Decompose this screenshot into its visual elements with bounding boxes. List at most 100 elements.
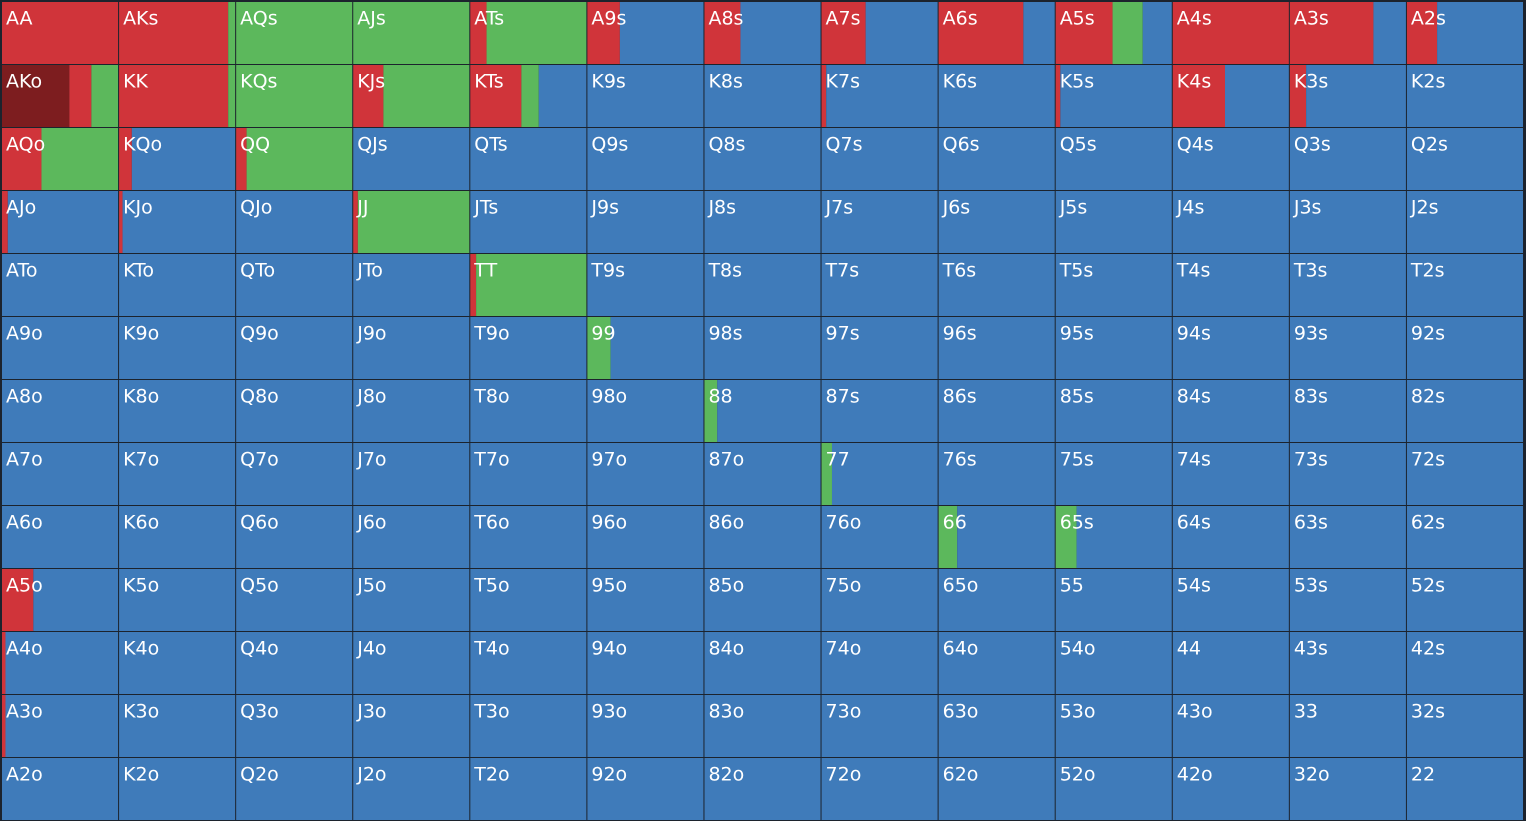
hand-cell[interactable]: QTs — [470, 128, 587, 190]
hand-cell[interactable]: A7s — [821, 2, 938, 64]
hand-cell[interactable]: T7s — [821, 254, 938, 316]
hand-cell[interactable]: 76o — [821, 506, 938, 568]
hand-cell[interactable]: K5o — [119, 569, 236, 631]
hand-cell[interactable]: 82s — [1406, 380, 1523, 442]
hand-cell[interactable]: K6s — [938, 65, 1055, 127]
hand-cell[interactable]: Q6s — [938, 128, 1055, 190]
hand-cell[interactable]: 98o — [587, 380, 704, 442]
hand-cell[interactable]: Q4s — [1172, 128, 1289, 190]
hand-cell[interactable]: 88 — [704, 380, 821, 442]
hand-cell[interactable]: 95o — [587, 569, 704, 631]
hand-cell[interactable]: 53s — [1289, 569, 1406, 631]
hand-cell[interactable]: 93o — [587, 695, 704, 757]
hand-cell[interactable]: QTo — [236, 254, 353, 316]
hand-cell[interactable]: Q7o — [236, 443, 353, 505]
hand-cell[interactable]: 74s — [1172, 443, 1289, 505]
hand-cell[interactable]: T4s — [1172, 254, 1289, 316]
hand-cell[interactable]: 95s — [1055, 317, 1172, 379]
hand-cell[interactable]: 86s — [938, 380, 1055, 442]
hand-cell[interactable]: A4s — [1172, 2, 1289, 64]
hand-cell[interactable]: 33 — [1289, 695, 1406, 757]
hand-cell[interactable]: T9s — [587, 254, 704, 316]
hand-cell[interactable]: 84o — [704, 632, 821, 694]
hand-cell[interactable]: J4o — [353, 632, 470, 694]
hand-cell[interactable]: 42s — [1406, 632, 1523, 694]
hand-cell[interactable]: 32o — [1289, 758, 1406, 820]
hand-cell[interactable]: Q3s — [1289, 128, 1406, 190]
hand-cell[interactable]: 92s — [1406, 317, 1523, 379]
hand-cell[interactable]: ATs — [470, 2, 587, 64]
hand-cell[interactable]: 72s — [1406, 443, 1523, 505]
hand-cell[interactable]: KJs — [353, 65, 470, 127]
hand-cell[interactable]: 97s — [821, 317, 938, 379]
hand-cell[interactable]: 85s — [1055, 380, 1172, 442]
hand-cell[interactable]: K4o — [119, 632, 236, 694]
hand-cell[interactable]: 77 — [821, 443, 938, 505]
hand-cell[interactable]: 22 — [1406, 758, 1523, 820]
hand-cell[interactable]: A4o — [2, 632, 119, 694]
hand-cell[interactable]: J9o — [353, 317, 470, 379]
hand-cell[interactable]: QJo — [236, 191, 353, 253]
hand-cell[interactable]: J5o — [353, 569, 470, 631]
hand-cell[interactable]: 98s — [704, 317, 821, 379]
hand-cell[interactable]: J2o — [353, 758, 470, 820]
hand-cell[interactable]: AJo — [2, 191, 119, 253]
hand-cell[interactable]: A9o — [2, 317, 119, 379]
hand-cell[interactable]: T5s — [1055, 254, 1172, 316]
hand-cell[interactable]: T8s — [704, 254, 821, 316]
hand-cell[interactable]: Q8s — [704, 128, 821, 190]
hand-cell[interactable]: A8o — [2, 380, 119, 442]
hand-cell[interactable]: T7o — [470, 443, 587, 505]
hand-cell[interactable]: A2o — [2, 758, 119, 820]
hand-cell[interactable]: QQ — [236, 128, 353, 190]
hand-cell[interactable]: A3s — [1289, 2, 1406, 64]
hand-cell[interactable]: J2s — [1406, 191, 1523, 253]
hand-cell[interactable]: Q4o — [236, 632, 353, 694]
hand-cell[interactable]: A5o — [2, 569, 119, 631]
hand-cell[interactable]: 66 — [938, 506, 1055, 568]
hand-cell[interactable]: A8s — [704, 2, 821, 64]
hand-cell[interactable]: A7o — [2, 443, 119, 505]
hand-cell[interactable]: 65s — [1055, 506, 1172, 568]
hand-cell[interactable]: 74o — [821, 632, 938, 694]
hand-cell[interactable]: 86o — [704, 506, 821, 568]
hand-cell[interactable]: 44 — [1172, 632, 1289, 694]
hand-cell[interactable]: 43s — [1289, 632, 1406, 694]
hand-cell[interactable]: 94s — [1172, 317, 1289, 379]
hand-cell[interactable]: 52s — [1406, 569, 1523, 631]
hand-cell[interactable]: 43o — [1172, 695, 1289, 757]
hand-cell[interactable]: J9s — [587, 191, 704, 253]
hand-cell[interactable]: J5s — [1055, 191, 1172, 253]
hand-cell[interactable]: Q6o — [236, 506, 353, 568]
hand-cell[interactable]: T2s — [1406, 254, 1523, 316]
hand-cell[interactable]: J4s — [1172, 191, 1289, 253]
hand-cell[interactable]: JTo — [353, 254, 470, 316]
hand-cell[interactable]: T2o — [470, 758, 587, 820]
hand-cell[interactable]: KTs — [470, 65, 587, 127]
hand-cell[interactable]: K7s — [821, 65, 938, 127]
hand-cell[interactable]: 32s — [1406, 695, 1523, 757]
hand-cell[interactable]: 42o — [1172, 758, 1289, 820]
hand-cell[interactable]: 87o — [704, 443, 821, 505]
hand-cell[interactable]: 64s — [1172, 506, 1289, 568]
hand-cell[interactable]: Q9o — [236, 317, 353, 379]
hand-cell[interactable]: J7o — [353, 443, 470, 505]
hand-cell[interactable]: 64o — [938, 632, 1055, 694]
hand-cell[interactable]: AKs — [119, 2, 236, 64]
hand-cell[interactable]: A6s — [938, 2, 1055, 64]
hand-cell[interactable]: 84s — [1172, 380, 1289, 442]
hand-cell[interactable]: JTs — [470, 191, 587, 253]
hand-cell[interactable]: 83s — [1289, 380, 1406, 442]
hand-cell[interactable]: 75o — [821, 569, 938, 631]
hand-cell[interactable]: A9s — [587, 2, 704, 64]
hand-cell[interactable]: A6o — [2, 506, 119, 568]
hand-cell[interactable]: KK — [119, 65, 236, 127]
hand-cell[interactable]: T9o — [470, 317, 587, 379]
hand-cell[interactable]: T5o — [470, 569, 587, 631]
hand-cell[interactable]: 52o — [1055, 758, 1172, 820]
hand-cell[interactable]: K4s — [1172, 65, 1289, 127]
hand-cell[interactable]: K8o — [119, 380, 236, 442]
hand-cell[interactable]: 96o — [587, 506, 704, 568]
hand-cell[interactable]: K3s — [1289, 65, 1406, 127]
hand-cell[interactable]: 54s — [1172, 569, 1289, 631]
